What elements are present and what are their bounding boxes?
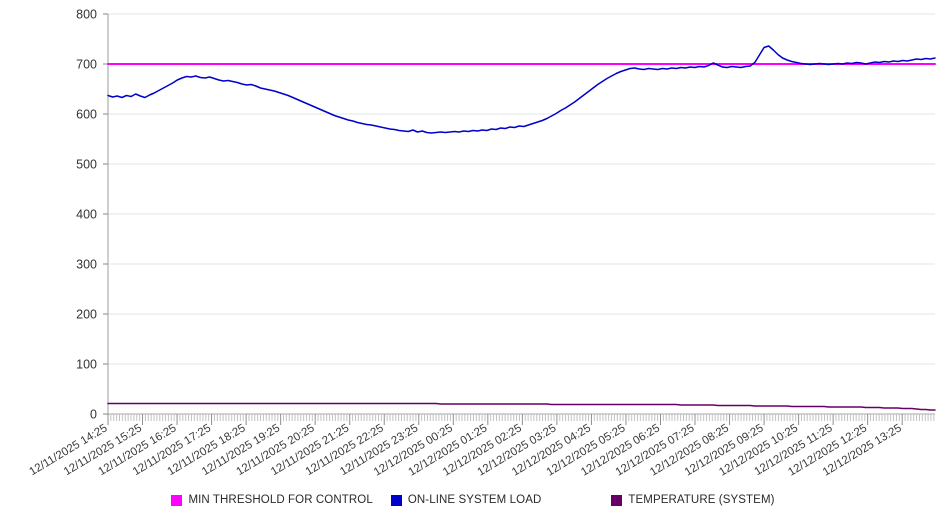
legend-label-online-system-load: ON-LINE SYSTEM LOAD [407, 494, 542, 506]
legend-swatch-online-system-load [390, 494, 402, 506]
series-line-2 [107, 402, 936, 411]
legend-swatch-temperature-system [611, 494, 623, 506]
legend-item-min-threshold[interactable]: MIN THRESHOLD FOR CONTROL [171, 494, 373, 506]
y-tick-label: 200 [76, 308, 97, 322]
legend-label-min-threshold: MIN THRESHOLD FOR CONTROL [188, 494, 373, 506]
legend-item-temperature-system[interactable]: TEMPERATURE (SYSTEM) [611, 494, 774, 506]
legend-item-online-system-load[interactable]: ON-LINE SYSTEM LOAD [390, 494, 542, 506]
y-tick-label: 700 [76, 58, 97, 72]
series-line-1 [107, 45, 936, 134]
legend-label-temperature-system: TEMPERATURE (SYSTEM) [628, 494, 775, 506]
y-tick-label: 500 [76, 158, 97, 172]
y-tick-label: 300 [76, 258, 97, 272]
y-tick-label: 400 [76, 208, 97, 222]
y-axis: 0 100 200 300 400 500 600 700 800 [76, 8, 109, 422]
legend-swatch-min-threshold [171, 494, 183, 506]
y-tick-label: 600 [76, 108, 97, 122]
y-tick-label: 100 [76, 358, 97, 372]
y-tick-label: 0 [90, 408, 97, 422]
series-lines [107, 45, 936, 411]
gridlines [108, 13, 935, 415]
y-tick-label: 800 [76, 8, 97, 22]
x-axis [107, 413, 935, 425]
chart-legend: MIN THRESHOLD FOR CONTROL ON-LINE SYSTEM… [0, 494, 946, 506]
